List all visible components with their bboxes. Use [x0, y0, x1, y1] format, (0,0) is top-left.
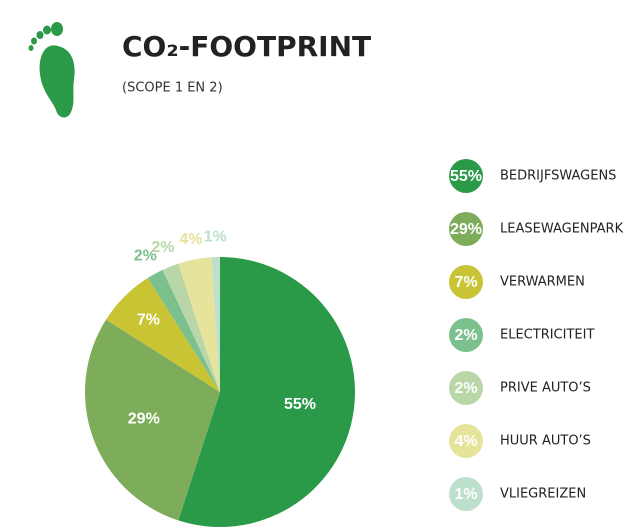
slice-label: 4%: [179, 231, 202, 248]
pie-slice: [178, 257, 356, 527]
legend-swatch: [449, 318, 483, 352]
legend-swatch: [449, 424, 483, 458]
legend-label: ELECTRICITEIT: [500, 328, 594, 343]
slice-label: 29%: [128, 411, 160, 428]
chart-subtitle: (SCOPE 1 EN 2): [122, 81, 223, 96]
pie-slice: [162, 263, 220, 392]
legend-label: PRIVE AUTO’S: [500, 381, 591, 396]
legend-swatch: [449, 212, 483, 246]
legend-label: HUUR AUTO’S: [500, 434, 591, 449]
legend-swatch: [449, 265, 483, 299]
legend-label: VERWARMEN: [500, 275, 585, 290]
slice-label: 2%: [134, 247, 157, 264]
slice-label: 55%: [284, 396, 316, 413]
slice-label: 2%: [151, 239, 174, 256]
pie-slice: [147, 269, 220, 392]
legend-label: LEASEWAGENPARK: [500, 222, 624, 237]
legend-value: 7%: [454, 274, 477, 291]
legend-value: 2%: [454, 380, 477, 397]
slice-label: 1%: [204, 228, 227, 245]
chart-title: CO₂-FOOTPRINT: [122, 30, 371, 63]
legend-value: 55%: [450, 168, 482, 185]
footprint-icon: [28, 22, 75, 118]
pie-slice: [211, 257, 220, 392]
legend-swatch: [449, 477, 483, 511]
legend-value: 2%: [454, 327, 477, 344]
legend-swatch: [449, 371, 483, 405]
slice-label: 7%: [137, 312, 160, 329]
pie-slice: [84, 319, 220, 521]
pie-slice: [106, 278, 220, 392]
legend-label: BEDRIJFSWAGENS: [500, 169, 616, 184]
legend-value: 1%: [454, 486, 477, 503]
legend-label: VLIEGREIZEN: [500, 487, 586, 502]
legend-swatch: [449, 159, 483, 193]
legend-value: 29%: [450, 221, 482, 238]
legend-value: 4%: [454, 433, 477, 450]
pie-slice: [178, 257, 220, 392]
